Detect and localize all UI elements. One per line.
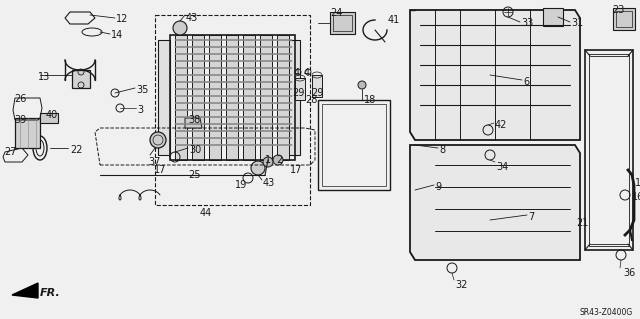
Bar	[40, 113, 58, 123]
Polygon shape	[12, 283, 38, 298]
Bar	[288, 40, 300, 155]
Text: 12: 12	[116, 14, 129, 24]
Text: 19: 19	[235, 180, 247, 190]
Text: 29: 29	[292, 88, 305, 98]
Bar	[295, 78, 305, 100]
Text: 43: 43	[186, 13, 198, 23]
Text: 17: 17	[290, 165, 302, 175]
Text: 31: 31	[571, 18, 583, 28]
Text: 41: 41	[388, 15, 400, 25]
Polygon shape	[410, 145, 580, 260]
Bar	[175, 35, 187, 160]
Bar	[15, 118, 40, 148]
Text: 14: 14	[111, 30, 124, 40]
Text: 18: 18	[364, 95, 376, 105]
Bar	[226, 35, 238, 160]
Text: 24: 24	[330, 8, 342, 18]
Circle shape	[150, 132, 166, 148]
Bar	[155, 15, 310, 205]
Text: 33: 33	[521, 18, 533, 28]
Circle shape	[358, 81, 366, 89]
Bar	[243, 35, 255, 160]
Text: 35: 35	[136, 85, 148, 95]
Bar	[585, 50, 633, 250]
Text: 4: 4	[304, 68, 310, 78]
Text: 29: 29	[311, 88, 323, 98]
Text: 30: 30	[189, 145, 201, 155]
Text: 27: 27	[4, 147, 17, 157]
Text: 4: 4	[294, 68, 300, 78]
Text: 37: 37	[148, 157, 161, 167]
Text: 6: 6	[523, 77, 529, 87]
Polygon shape	[185, 118, 202, 128]
Bar	[260, 35, 272, 160]
Text: 13: 13	[38, 72, 51, 82]
Bar	[616, 11, 632, 27]
Text: 42: 42	[495, 120, 508, 130]
Text: 23: 23	[612, 5, 625, 15]
Bar	[543, 8, 563, 26]
Bar	[330, 12, 355, 34]
Text: 2: 2	[276, 155, 282, 165]
Text: 1: 1	[265, 155, 271, 165]
Circle shape	[173, 21, 187, 35]
Text: 8: 8	[439, 145, 445, 155]
Text: 36: 36	[623, 268, 636, 278]
Text: 34: 34	[496, 162, 508, 172]
Circle shape	[263, 157, 273, 167]
Circle shape	[273, 155, 283, 165]
Bar	[333, 15, 352, 31]
Polygon shape	[410, 10, 580, 140]
Bar	[589, 54, 629, 246]
Bar	[170, 35, 295, 160]
Circle shape	[251, 161, 265, 175]
Bar	[277, 35, 289, 160]
Text: FR.: FR.	[40, 288, 61, 298]
Text: 22: 22	[70, 145, 83, 155]
Text: 40: 40	[46, 110, 58, 120]
Bar	[613, 8, 635, 30]
Bar	[158, 40, 170, 155]
Text: SR43-Z0400G: SR43-Z0400G	[580, 308, 633, 317]
Text: 15: 15	[635, 178, 640, 188]
Text: 7: 7	[528, 212, 534, 222]
Text: 44: 44	[200, 208, 212, 218]
Bar	[192, 35, 204, 160]
Bar	[209, 35, 221, 160]
Text: 43: 43	[263, 178, 275, 188]
Text: 26: 26	[14, 94, 26, 104]
Text: 38: 38	[188, 115, 200, 125]
Text: 28: 28	[305, 95, 317, 105]
Text: 32: 32	[455, 280, 467, 290]
Text: 16: 16	[632, 192, 640, 202]
Bar	[312, 75, 322, 97]
Text: 25: 25	[188, 170, 200, 180]
Bar	[72, 70, 90, 88]
Bar	[318, 100, 390, 190]
Text: 39: 39	[14, 115, 26, 125]
Bar	[322, 104, 386, 186]
Text: 21: 21	[576, 218, 588, 228]
Text: 3: 3	[137, 105, 143, 115]
Text: 9: 9	[435, 182, 441, 192]
Text: 17: 17	[154, 165, 166, 175]
